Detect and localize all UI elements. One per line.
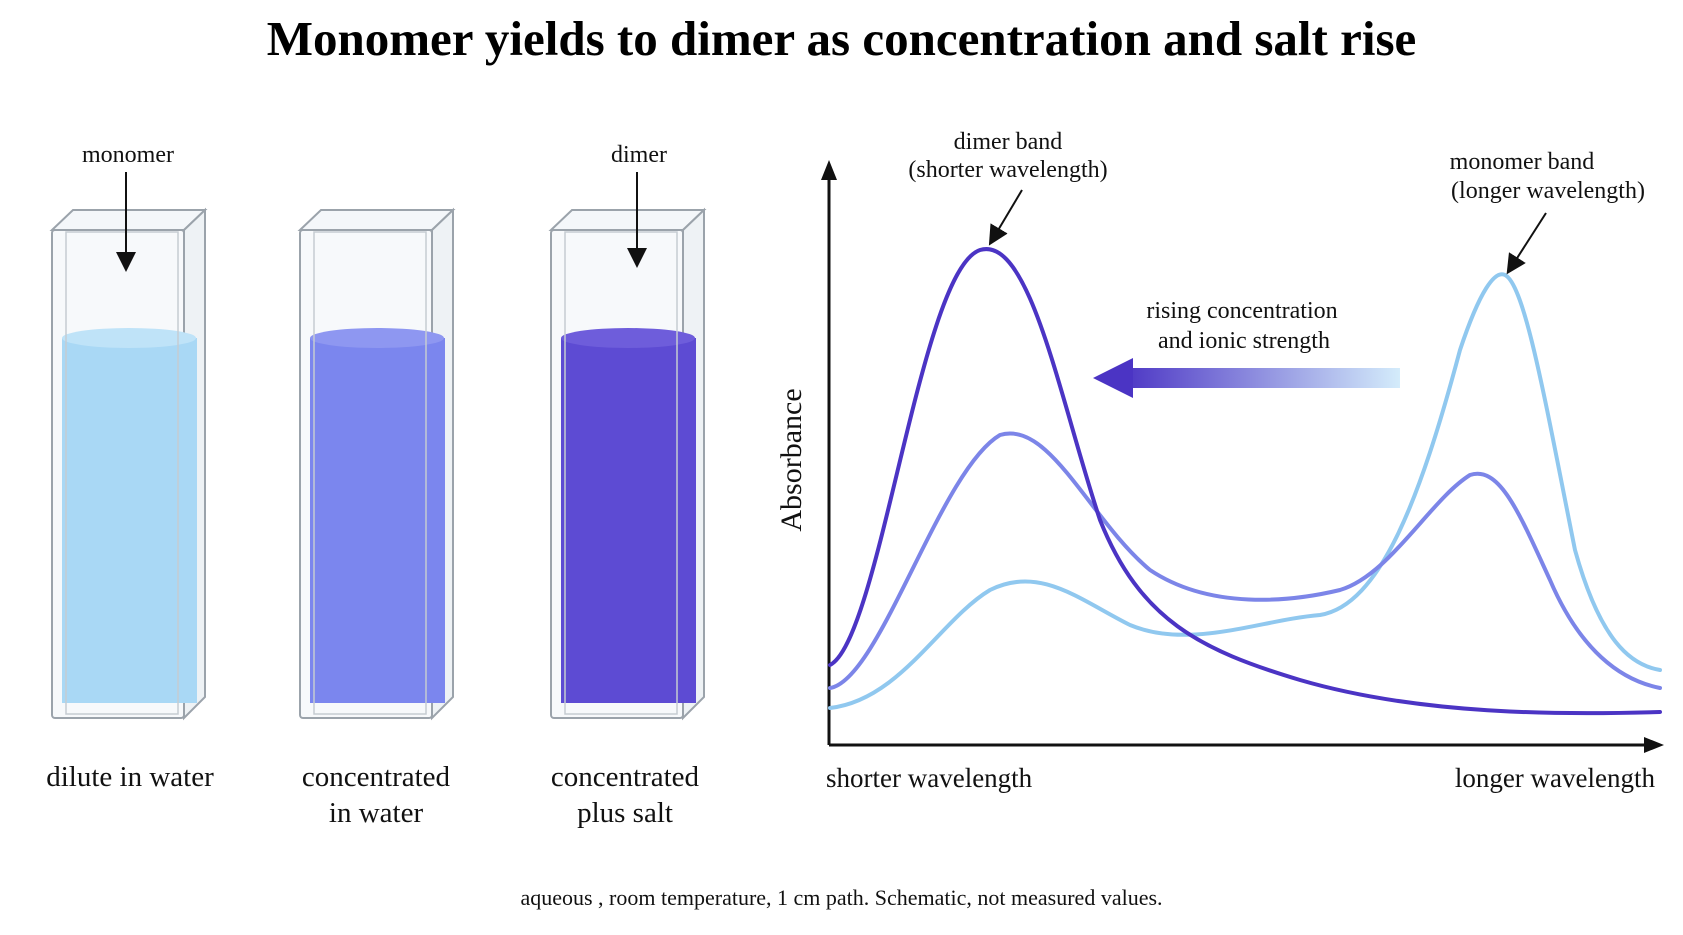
cuvette-label-salt-line2: plus salt [577,797,673,829]
cuvette-concentrated-salt [548,207,707,721]
cuvette-label-salt-line1: concentrated [551,761,700,793]
cuvette-label-dilute: dilute in water [46,761,214,793]
spectrum-axes [821,160,1664,753]
footnote: aqueous , room temperature, 1 cm path. S… [520,885,1163,910]
cuvette-fill-concentrated-salt [561,338,696,703]
x-axis-right-label: longer wavelength [1455,763,1656,793]
figure-title: Monomer yields to dimer as concentration… [266,11,1417,66]
shift-label-line1: rising concentration [1146,298,1337,324]
cuvette-fill-dilute [62,338,197,703]
cuvette-concentrated [297,207,456,721]
dimer-band-label-line2: (shorter wavelength) [908,157,1107,183]
monomer-band-label-line1: monomer band [1450,149,1595,175]
cuvette-label-concentrated-line2: in water [329,797,424,829]
cuvette-label-concentrated-line1: concentrated [302,761,451,793]
monomer-band-label-line2: (longer wavelength) [1451,178,1645,204]
x-axis-left-label: shorter wavelength [826,763,1033,793]
spectrum-curve-dilute [828,272,1662,710]
shift-arrow [1093,358,1400,398]
monomer-band-arrow [1506,212,1547,275]
cuvette-dilute [49,207,208,721]
cuvette-fill-concentrated [310,338,445,703]
spectrum-curve-concentrated [828,431,1662,690]
shift-label-line2: and ionic strength [1158,328,1330,354]
monomer-pointer-label: monomer [82,142,174,168]
dimer-pointer-label: dimer [611,142,667,168]
spectrum-curve-concentrated-salt [828,247,1662,716]
y-axis-label: Absorbance [775,388,808,531]
dimer-band-arrow [988,189,1023,246]
dimer-band-label-line1: dimer band [954,129,1063,155]
